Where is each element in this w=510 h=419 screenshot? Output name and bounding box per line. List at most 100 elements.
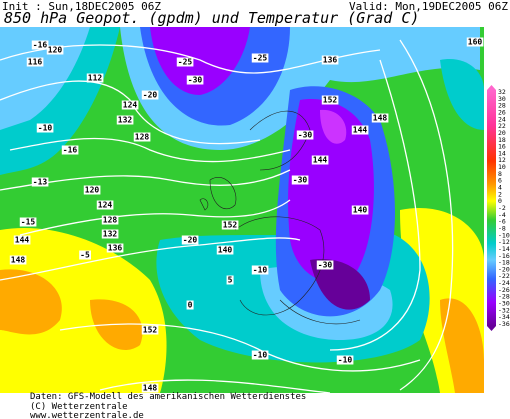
contour-label: -25 xyxy=(178,58,193,67)
contour-label-bg xyxy=(61,145,79,155)
contour-label-bg xyxy=(79,250,91,260)
contour-label-bg xyxy=(83,185,101,195)
contour-label: 120 xyxy=(85,186,100,195)
contour-label: 140 xyxy=(353,206,368,215)
contour-label-bg xyxy=(336,355,354,365)
colorbar xyxy=(487,90,496,326)
colorbar-label: 18 xyxy=(498,136,506,144)
contour-label: 124 xyxy=(123,101,138,110)
contour-label: -15 xyxy=(21,218,36,227)
contour-label: -10 xyxy=(38,124,53,133)
contour-label: 136 xyxy=(323,56,338,65)
contour-label-bg xyxy=(9,255,27,265)
contour-label: -30 xyxy=(318,261,333,270)
contour-label: -25 xyxy=(253,54,268,63)
contour-label: 132 xyxy=(103,230,118,239)
valid-time: Valid: Mon,19DEC2005 06Z xyxy=(349,0,508,13)
contour-label-bg xyxy=(31,40,49,50)
colorbar-label: 28 xyxy=(498,102,506,110)
colorbar-label: 22 xyxy=(498,122,506,130)
contour-label-bg xyxy=(296,130,314,140)
contour-label-bg xyxy=(101,229,119,239)
colorbar-label: -26 xyxy=(498,286,510,294)
colorbar-label: -2 xyxy=(498,204,506,212)
footer-line: Daten: GFS-Modell des amerikanischen Wet… xyxy=(30,392,306,402)
colorbar-label: -22 xyxy=(498,272,510,280)
colorbar-label: 0 xyxy=(498,197,502,205)
colorbar-arrow xyxy=(487,326,496,331)
contour-label: -20 xyxy=(143,91,158,100)
contour-label: 112 xyxy=(88,74,103,83)
contour-label: 152 xyxy=(143,326,158,335)
colorbar-label: 24 xyxy=(498,115,506,123)
colorbar-label: 20 xyxy=(498,129,506,137)
contour-label-bg xyxy=(141,383,159,393)
colorbar-label: 32 xyxy=(498,88,506,96)
colorbar-label: -8 xyxy=(498,224,506,232)
contour-label-bg xyxy=(186,75,204,85)
contour-label: 148 xyxy=(143,384,158,393)
contour-label-bg xyxy=(186,300,194,310)
footer-line: www.wetterzentrale.de xyxy=(30,411,144,419)
contour-label: -20 xyxy=(183,236,198,245)
contour-label: 116 xyxy=(28,58,43,67)
map xyxy=(0,27,484,393)
colorbar-label: 12 xyxy=(498,156,506,164)
contour-label-bg xyxy=(311,155,329,165)
contour-label-bg xyxy=(101,215,119,225)
colorbar-label: -6 xyxy=(498,218,506,226)
colorbar-label: -14 xyxy=(498,245,510,253)
contour-label-bg xyxy=(251,53,269,63)
contour-label: 144 xyxy=(15,236,30,245)
colorbar-label: 26 xyxy=(498,108,506,116)
contour-label: 140 xyxy=(218,246,233,255)
colorbar-label: 8 xyxy=(498,170,502,178)
contour-label-bg xyxy=(316,260,334,270)
contour-label-bg xyxy=(226,275,234,285)
contour-label-bg xyxy=(371,113,389,123)
colorbar-label: 10 xyxy=(498,163,506,171)
init-time: Init : Sun,18DEC2005 06Z xyxy=(2,0,161,13)
colorbar-label: -4 xyxy=(498,211,506,219)
contour-label-bg xyxy=(181,235,199,245)
contour-label: -10 xyxy=(253,266,268,275)
contour-label: 136 xyxy=(108,244,123,253)
contour-label-bg xyxy=(221,220,239,230)
contour-label-bg xyxy=(251,350,269,360)
colorbar-label: -34 xyxy=(498,313,510,321)
contour-label-bg xyxy=(116,115,134,125)
colorbar-label: -18 xyxy=(498,259,510,267)
contour-label-bg xyxy=(351,205,369,215)
contour-label: 128 xyxy=(103,216,118,225)
colorbar-label: 6 xyxy=(498,177,502,185)
colorbar-label: -28 xyxy=(498,293,510,301)
contour-label: 152 xyxy=(223,221,238,230)
contour-label-bg xyxy=(251,265,269,275)
contour-label-bg xyxy=(96,200,114,210)
contour-label-bg xyxy=(86,73,104,83)
contour-label-bg xyxy=(321,55,339,65)
contour-label: 144 xyxy=(353,126,368,135)
contour-label-bg xyxy=(36,123,54,133)
colorbar-label: -30 xyxy=(498,300,510,308)
colorbar-label: 16 xyxy=(498,143,506,151)
contour-label-bg xyxy=(13,235,31,245)
contour-label: -10 xyxy=(338,356,353,365)
contour-label: 148 xyxy=(11,256,26,265)
contour-label: -13 xyxy=(33,178,48,187)
contour-label-bg xyxy=(351,125,369,135)
colorbar-label: -10 xyxy=(498,231,510,239)
contour-label-bg xyxy=(19,217,37,227)
contour-label: -10 xyxy=(253,351,268,360)
contour-label: 148 xyxy=(373,114,388,123)
contour-label-bg xyxy=(141,90,159,100)
contour-label-bg xyxy=(121,100,139,110)
contour-label-bg xyxy=(141,325,159,335)
contour-label: 124 xyxy=(98,201,113,210)
contour-label: -30 xyxy=(188,76,203,85)
contour-label-bg xyxy=(291,175,309,185)
contour-label: 5 xyxy=(228,276,233,285)
contour-label: 152 xyxy=(323,96,338,105)
contour-label: 160 xyxy=(468,38,483,47)
